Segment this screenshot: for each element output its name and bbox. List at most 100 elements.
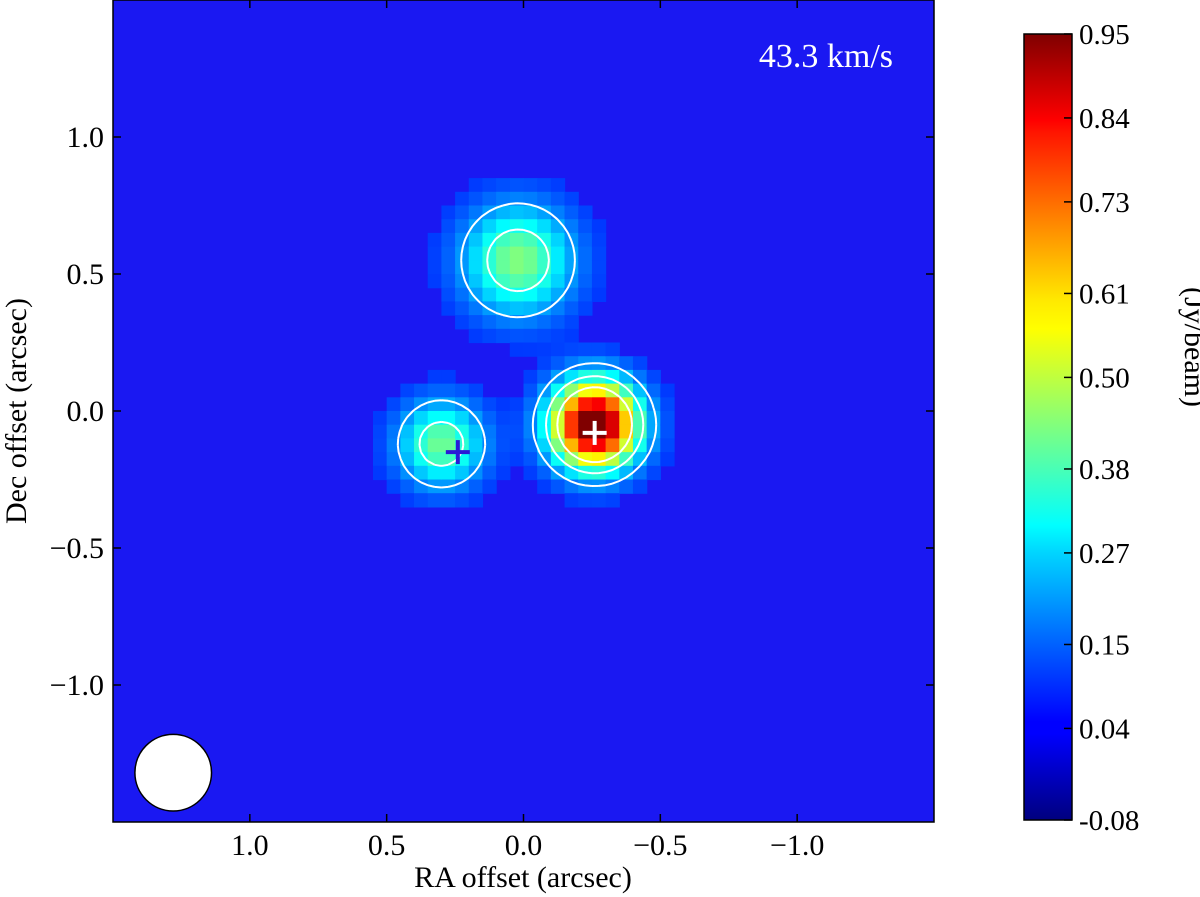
map-pixel: [427, 438, 442, 453]
map-pixel: [632, 424, 648, 439]
map-pixel: [441, 274, 456, 289]
cross-marker: [445, 440, 470, 465]
map-pixel: [578, 232, 593, 248]
map-pixel: [441, 493, 456, 508]
map-pixel: [386, 424, 401, 439]
map-pixel: [537, 315, 552, 330]
colorbar-ticks: 0.95 0.84 0.73 0.61 0.50 0.38 0.27 0.15 0.04 -0.0…: [1064, 19, 1139, 837]
map-pixel: [372, 452, 388, 467]
map-pixel: [427, 424, 442, 439]
map-pixel: [632, 356, 648, 371]
map-pixel: [482, 260, 497, 275]
map-pixel: [537, 287, 552, 302]
map-pixel: [564, 438, 579, 453]
map-pixel: [591, 452, 607, 467]
map-pixel: [578, 219, 593, 234]
map-pixel: [496, 274, 511, 289]
map-pixel: [372, 438, 388, 453]
map-pixel: [496, 438, 511, 453]
map-pixel: [468, 328, 484, 344]
map-pixel: [427, 246, 442, 261]
x-axis-ticks: 1.0 0.5 0.0 −0.5 −1.0: [231, 0, 824, 862]
map-pixel: [578, 260, 593, 275]
map-pixel: [619, 465, 634, 481]
map-pixel: [646, 452, 661, 467]
map-pixel: [550, 328, 566, 344]
map-pixel: [496, 205, 511, 220]
map-pixel: [496, 411, 511, 426]
map-pixel: [441, 301, 456, 316]
map-pixel: [496, 397, 511, 412]
colorbar-tick-label: 0.27: [1079, 538, 1130, 570]
map-pixel: [660, 452, 675, 467]
map-pixel: [523, 452, 538, 467]
map-pixel: [400, 479, 415, 494]
map-pixel: [660, 424, 675, 439]
map-pixel: [537, 342, 552, 357]
map-pixel: [564, 342, 579, 357]
map-pixel: [564, 287, 579, 302]
map-pixel: [441, 383, 456, 398]
map-pixel: [523, 424, 538, 439]
colorbar: 0.95 0.84 0.73 0.61 0.50 0.38 0.27 0.15 0.04 -0.0…: [1023, 19, 1200, 837]
cross-marker: [582, 420, 607, 445]
map-pixel: [455, 315, 470, 330]
map-pixel: [482, 479, 497, 494]
map-pixel: [646, 465, 661, 481]
map-pixel: [455, 301, 470, 316]
map-pixel: [468, 424, 484, 439]
map-pixel: [400, 397, 415, 412]
map-pixel: [660, 438, 675, 453]
map-pixel: [400, 424, 415, 439]
map-pixel: [482, 287, 497, 302]
x-axis-label: RA offset (arcsec): [414, 861, 632, 894]
map-pixel: [537, 178, 552, 193]
colorbar-tick-label: 0.38: [1079, 454, 1130, 486]
map-pixel: [386, 465, 401, 481]
colorbar-tick-label: 0.84: [1079, 103, 1130, 135]
map-pixel: [400, 438, 415, 453]
map-pixel: [619, 369, 634, 385]
map-pixel: [496, 219, 511, 234]
velocity-label: 43.3 km/s: [759, 38, 893, 75]
map-pixel: [372, 465, 388, 481]
colorbar-label: (Jy/beam): [1178, 287, 1200, 407]
map-pixel: [523, 315, 538, 330]
map-pixel: [386, 411, 401, 426]
y-axis-ticks: 1.0 0.5 0.0 −0.5 −1.0: [50, 121, 934, 702]
map-pixel: [578, 438, 593, 453]
y-tick-label: 0.0: [67, 395, 105, 428]
map-pixel: [441, 369, 456, 385]
map-pixel: [646, 383, 661, 398]
map-pixel: [496, 246, 511, 261]
map-pixel: [468, 219, 484, 234]
map-pixel: [537, 219, 552, 234]
map-pixel: [509, 219, 525, 234]
intensity-map: [372, 178, 675, 508]
map-pixel: [427, 493, 442, 508]
map-pixel: [482, 411, 497, 426]
map-pixel: [441, 205, 456, 220]
map-pixel: [537, 232, 552, 248]
map-pixel: [441, 219, 456, 234]
map-pixel: [496, 301, 511, 316]
map-pixel: [550, 342, 566, 357]
map-pixel: [550, 315, 566, 330]
map-pixel: [523, 205, 538, 220]
colorbar-tick-label: 0.73: [1079, 187, 1130, 219]
map-pixel: [509, 232, 525, 248]
map-pixel: [482, 191, 497, 207]
map-pixel: [523, 274, 538, 289]
map-pixel: [537, 369, 552, 385]
map-pixel: [468, 301, 484, 316]
map-pixel: [564, 411, 579, 426]
map-pixel: [414, 452, 429, 467]
map-pixel: [523, 411, 538, 426]
map-pixel: [414, 411, 429, 426]
map-pixel: [496, 424, 511, 439]
map-pixel: [619, 356, 634, 371]
map-pixel: [455, 191, 470, 207]
map-pixel: [455, 383, 470, 398]
map-pixel: [496, 178, 511, 193]
map-pixel: [372, 411, 388, 426]
